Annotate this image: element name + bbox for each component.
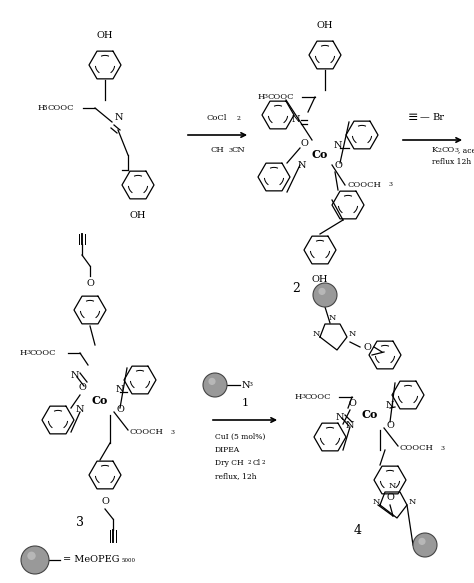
Text: N: N	[298, 160, 306, 170]
Text: 2: 2	[292, 282, 300, 294]
Text: 4: 4	[354, 524, 362, 536]
Text: 2: 2	[237, 115, 241, 121]
Circle shape	[313, 283, 337, 307]
Text: N: N	[328, 314, 336, 322]
Text: O: O	[364, 342, 372, 352]
Text: Co: Co	[362, 409, 378, 420]
Text: = MeOPEG: = MeOPEG	[63, 556, 119, 564]
Text: N: N	[348, 330, 356, 338]
Text: O: O	[300, 139, 308, 147]
Text: N: N	[116, 385, 124, 395]
Text: Br: Br	[432, 114, 444, 122]
Text: Co: Co	[312, 149, 328, 160]
Circle shape	[419, 538, 426, 545]
Text: COOCH: COOCH	[130, 428, 164, 436]
Text: COOC: COOC	[305, 393, 331, 401]
Text: 3: 3	[263, 94, 267, 100]
Circle shape	[319, 288, 326, 295]
Text: O: O	[348, 399, 356, 408]
Circle shape	[209, 378, 216, 385]
Text: COOCH: COOCH	[348, 181, 382, 189]
Text: 3: 3	[388, 182, 392, 188]
Text: CN: CN	[232, 146, 246, 154]
Text: 3: 3	[43, 104, 47, 112]
Text: COOC: COOC	[30, 349, 56, 357]
Text: H: H	[20, 349, 27, 357]
Text: 3: 3	[228, 147, 232, 153]
Text: K: K	[432, 146, 438, 154]
Text: 2: 2	[438, 147, 442, 153]
Circle shape	[413, 533, 437, 557]
Text: N: N	[76, 406, 84, 415]
Text: O: O	[101, 497, 109, 507]
Text: reflux, 12h: reflux, 12h	[215, 472, 256, 480]
Text: O: O	[78, 384, 86, 392]
Text: N: N	[242, 381, 250, 389]
Text: OH: OH	[317, 20, 333, 30]
Text: N: N	[408, 498, 416, 506]
Text: ≡: ≡	[408, 111, 419, 125]
Text: N: N	[386, 401, 394, 409]
Text: 3: 3	[170, 430, 174, 434]
Text: Dry CH: Dry CH	[215, 459, 244, 467]
Text: O: O	[116, 406, 124, 415]
Text: N: N	[312, 330, 319, 338]
Text: CoCl: CoCl	[207, 114, 227, 122]
Text: OH: OH	[97, 30, 113, 40]
Text: O: O	[386, 420, 394, 430]
Text: COOCH: COOCH	[400, 444, 434, 452]
Text: N: N	[115, 114, 124, 122]
Text: 3: 3	[301, 395, 305, 399]
Text: 3: 3	[248, 382, 252, 388]
Text: Cl: Cl	[253, 459, 261, 467]
Text: CH: CH	[210, 146, 224, 154]
Text: OH: OH	[312, 276, 328, 285]
Text: 3: 3	[454, 147, 458, 153]
Text: 3: 3	[440, 445, 444, 451]
Text: DIPEA: DIPEA	[215, 446, 240, 454]
Text: N: N	[388, 482, 396, 490]
Text: —: —	[420, 114, 430, 122]
Text: CO: CO	[442, 146, 455, 154]
Circle shape	[21, 546, 49, 574]
Text: 2: 2	[262, 461, 265, 465]
Text: OH: OH	[130, 210, 146, 220]
Text: N: N	[346, 420, 354, 430]
Text: O: O	[386, 493, 394, 503]
Text: 1: 1	[241, 398, 248, 408]
Text: 5000: 5000	[122, 557, 136, 563]
Text: N: N	[372, 498, 380, 506]
Circle shape	[203, 373, 227, 397]
Text: 3: 3	[76, 515, 84, 529]
Text: Co: Co	[92, 395, 108, 406]
Text: N: N	[71, 371, 79, 380]
Circle shape	[27, 552, 36, 560]
Text: 2: 2	[248, 461, 252, 465]
Text: COOC: COOC	[268, 93, 294, 101]
Text: H: H	[258, 93, 265, 101]
Text: N: N	[292, 115, 300, 125]
Text: CuI (5 mol%): CuI (5 mol%)	[215, 433, 265, 441]
Text: O: O	[334, 160, 342, 170]
Text: reflux 12h: reflux 12h	[432, 158, 471, 166]
Text: H: H	[38, 104, 46, 112]
Text: N: N	[336, 413, 344, 423]
Text: , acetone: , acetone	[458, 146, 474, 154]
Text: H: H	[295, 393, 302, 401]
Text: N: N	[334, 141, 342, 149]
Text: 3: 3	[26, 350, 30, 356]
Text: O: O	[86, 279, 94, 287]
Text: COOC: COOC	[48, 104, 74, 112]
